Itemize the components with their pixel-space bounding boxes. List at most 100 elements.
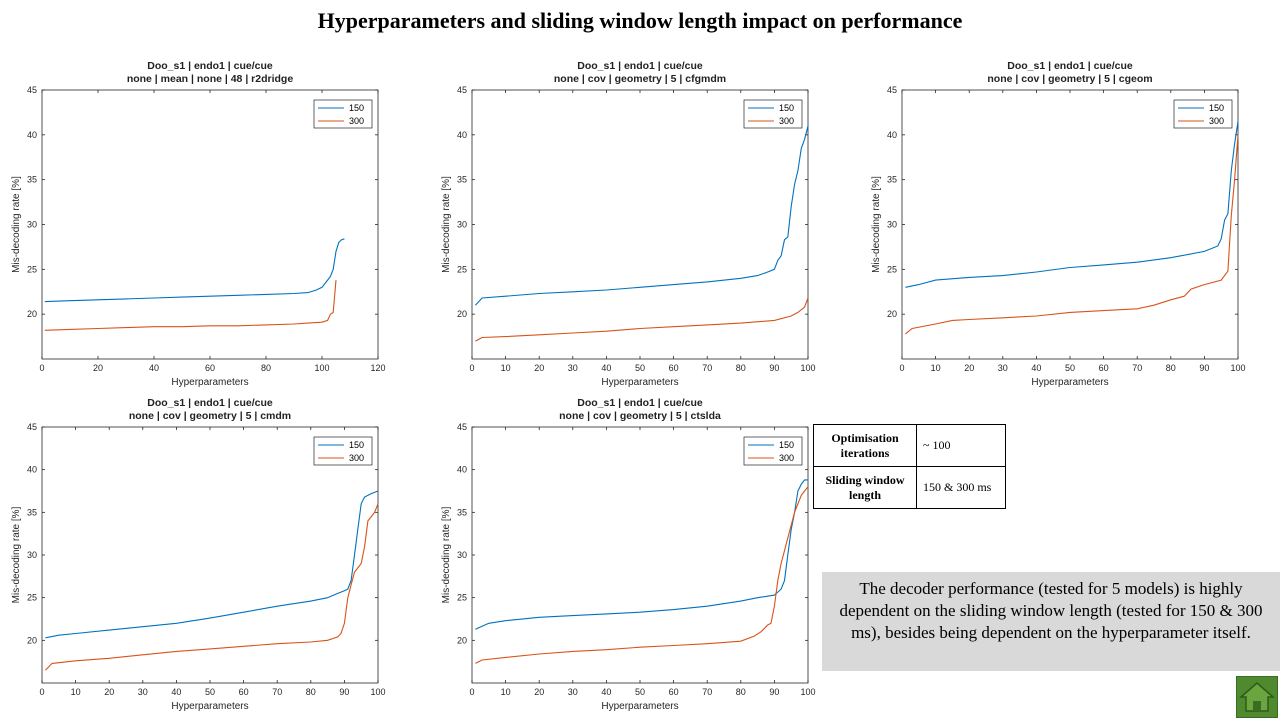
x-tick-label: 80 <box>736 363 746 373</box>
x-axis-label: Hyperparameters <box>601 701 678 712</box>
x-tick-label: 90 <box>339 687 349 697</box>
legend-label: 300 <box>1209 116 1224 126</box>
legend-label: 300 <box>779 453 794 463</box>
x-tick-label: 80 <box>306 687 316 697</box>
x-tick-label: 70 <box>1132 363 1142 373</box>
x-tick-label: 50 <box>635 363 645 373</box>
chart-title: Doo_s1 | endo1 | cue/cue <box>577 60 703 72</box>
summary-text: The decoder performance (tested for 5 mo… <box>822 572 1280 671</box>
y-axis-label: Mis-decoding rate [%] <box>11 176 22 273</box>
y-tick-label: 30 <box>457 550 467 560</box>
y-tick-label: 45 <box>457 85 467 95</box>
legend-label: 150 <box>779 440 794 450</box>
y-axis-label: Mis-decoding rate [%] <box>871 176 882 273</box>
y-tick-label: 45 <box>887 85 897 95</box>
y-tick-label: 30 <box>27 220 37 230</box>
x-tick-label: 40 <box>601 687 611 697</box>
x-tick-label: 20 <box>104 687 114 697</box>
y-tick-label: 40 <box>887 130 897 140</box>
x-axis-label: Hyperparameters <box>171 377 248 388</box>
table-header-cell: Sliding window length <box>813 466 917 509</box>
x-tick-label: 80 <box>1166 363 1176 373</box>
series-line-300 <box>45 503 379 671</box>
x-tick-label: 10 <box>71 687 81 697</box>
x-tick-label: 100 <box>800 363 815 373</box>
y-tick-label: 25 <box>27 593 37 603</box>
y-tick-label: 25 <box>457 593 467 603</box>
x-tick-label: 40 <box>601 363 611 373</box>
y-tick-label: 20 <box>27 635 37 645</box>
x-axis-label: Hyperparameters <box>601 377 678 388</box>
x-tick-label: 90 <box>1199 363 1209 373</box>
x-tick-label: 70 <box>702 687 712 697</box>
legend-label: 300 <box>349 116 364 126</box>
y-tick-label: 30 <box>887 220 897 230</box>
table-row: Optimisation iterations ~ 100 <box>813 424 1006 467</box>
table-value-cell: 150 & 300 ms <box>916 466 1006 509</box>
y-tick-label: 20 <box>457 635 467 645</box>
series-line-150 <box>45 490 379 639</box>
x-tick-label: 10 <box>501 363 511 373</box>
home-button[interactable] <box>1236 676 1278 718</box>
legend <box>743 99 803 129</box>
x-tick-label: 0 <box>39 687 44 697</box>
legend <box>313 99 373 129</box>
x-tick-label: 70 <box>272 687 282 697</box>
x-tick-label: 0 <box>899 363 904 373</box>
y-axis-label: Mis-decoding rate [%] <box>11 506 22 603</box>
chart-title: Doo_s1 | endo1 | cue/cue <box>577 397 703 409</box>
slide-title: Hyperparameters and sliding window lengt… <box>317 8 963 33</box>
x-tick-label: 20 <box>534 687 544 697</box>
series-line-300 <box>475 486 809 664</box>
x-tick-label: 0 <box>469 687 474 697</box>
y-axis-label: Mis-decoding rate [%] <box>441 506 452 603</box>
legend-label: 150 <box>349 440 364 450</box>
y-tick-label: 20 <box>887 309 897 319</box>
x-tick-label: 100 <box>1230 363 1245 373</box>
plot-area <box>471 426 809 684</box>
chart-title: none | cov | geometry | 5 | cfgmdm <box>554 73 726 85</box>
x-tick-label: 90 <box>769 363 779 373</box>
plot-area <box>901 89 1239 360</box>
chart-title: none | mean | none | 48 | r2dridge <box>127 73 294 85</box>
y-tick-label: 35 <box>457 507 467 517</box>
x-tick-label: 80 <box>261 363 271 373</box>
legend <box>743 436 803 466</box>
x-tick-label: 50 <box>1065 363 1075 373</box>
y-tick-label: 20 <box>27 309 37 319</box>
legend-label: 300 <box>779 116 794 126</box>
chart-title: none | cov | geometry | 5 | cmdm <box>129 410 291 422</box>
legend-label: 150 <box>349 103 364 113</box>
x-tick-label: 20 <box>534 363 544 373</box>
y-tick-label: 40 <box>457 130 467 140</box>
x-tick-label: 90 <box>769 687 779 697</box>
x-tick-label: 60 <box>1099 363 1109 373</box>
legend-label: 300 <box>349 453 364 463</box>
y-tick-label: 35 <box>27 507 37 517</box>
series-line-150 <box>44 238 345 303</box>
x-tick-label: 10 <box>931 363 941 373</box>
x-tick-label: 40 <box>171 687 181 697</box>
chart-title: none | cov | geometry | 5 | cgeom <box>987 73 1152 85</box>
y-tick-label: 35 <box>27 175 37 185</box>
chart-title: none | cov | geometry | 5 | ctslda <box>559 410 721 422</box>
series-line-150 <box>474 125 809 306</box>
plot-area <box>41 426 379 684</box>
y-tick-label: 25 <box>27 264 37 274</box>
x-tick-label: 100 <box>314 363 329 373</box>
x-tick-label: 40 <box>1031 363 1041 373</box>
info-table: Optimisation iterations ~ 100 Sliding wi… <box>813 424 1006 509</box>
y-tick-label: 45 <box>457 422 467 432</box>
table-value-cell: ~ 100 <box>916 424 1006 467</box>
x-tick-label: 60 <box>205 363 215 373</box>
x-tick-label: 40 <box>149 363 159 373</box>
x-tick-label: 80 <box>736 687 746 697</box>
x-tick-label: 30 <box>998 363 1008 373</box>
x-tick-label: 100 <box>800 687 815 697</box>
x-axis-label: Hyperparameters <box>171 701 248 712</box>
x-axis-label: Hyperparameters <box>1031 377 1108 388</box>
y-axis-label: Mis-decoding rate [%] <box>441 176 452 273</box>
